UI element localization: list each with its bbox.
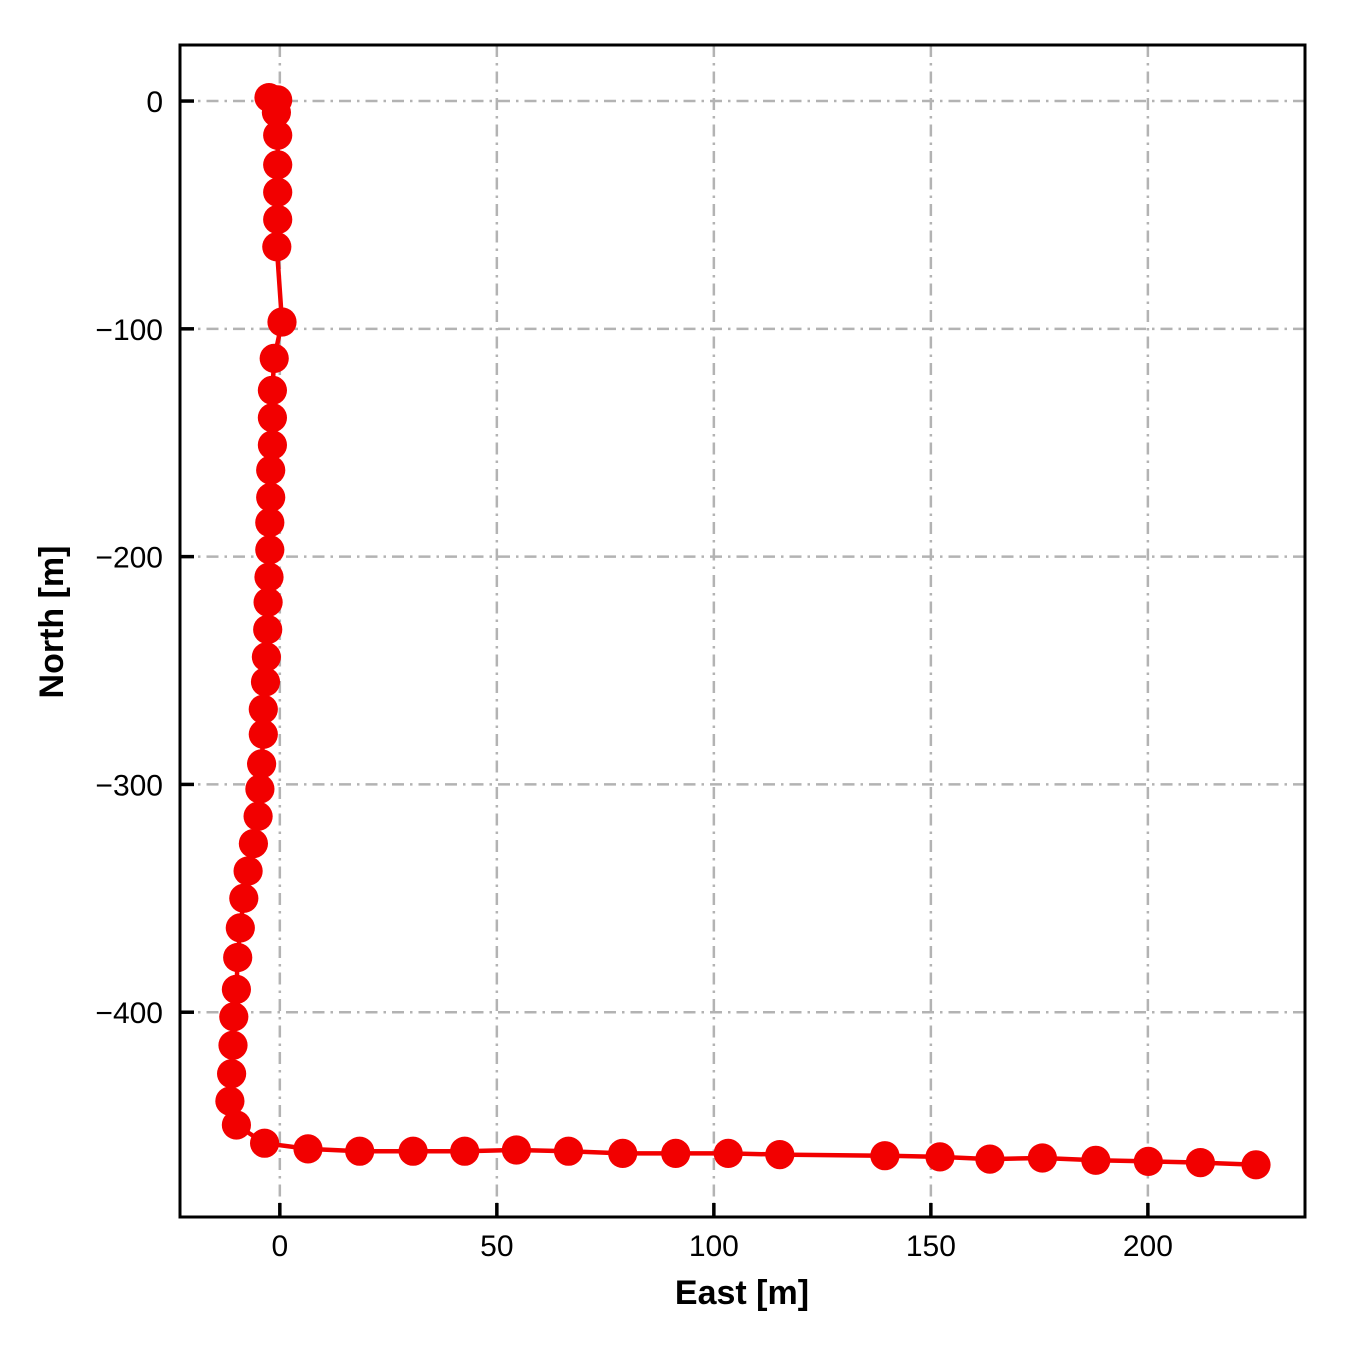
x-tick-label: 0: [271, 1230, 288, 1263]
data-point: [553, 1136, 584, 1166]
y-tick-label: −100: [95, 314, 163, 347]
data-point: [1133, 1146, 1163, 1176]
data-point: [247, 749, 277, 779]
data-point: [215, 1086, 245, 1116]
data-point: [450, 1136, 480, 1166]
data-point: [250, 1128, 280, 1158]
gridlines: [180, 45, 1305, 1217]
data-point: [1027, 1143, 1057, 1173]
x-tick-label: 100: [689, 1230, 739, 1263]
data-point: [254, 562, 284, 592]
x-tick-label: 200: [1123, 1230, 1173, 1263]
data-point: [248, 719, 278, 749]
plot-border: [178, 43, 1307, 1219]
data-point: [501, 1135, 531, 1165]
data-point: [608, 1138, 638, 1168]
data-point: [251, 642, 281, 672]
data-point: [233, 856, 263, 886]
data-point: [217, 1059, 247, 1089]
data-point: [229, 883, 259, 913]
data-point: [1241, 1150, 1271, 1180]
data-point: [238, 829, 268, 859]
data-point: [250, 667, 281, 697]
data-point: [245, 774, 275, 804]
x-axis-label: East [m]: [675, 1274, 809, 1312]
data-point: [253, 587, 283, 617]
y-axis-label: North [m]: [33, 546, 71, 699]
data-point: [262, 232, 292, 262]
data-point: [263, 177, 293, 207]
tick-labels: 0 50 100 150 200 0 −100 −200 −300 −400: [95, 86, 1172, 1263]
data-point: [257, 430, 287, 460]
data-point: [221, 974, 251, 1005]
data-point: [925, 1142, 955, 1172]
data-point: [267, 307, 297, 337]
x-tick-label: 150: [906, 1230, 956, 1263]
data-point: [263, 120, 293, 150]
data-point: [345, 1136, 375, 1166]
data-point: [218, 1030, 248, 1060]
data-point: [253, 614, 283, 645]
data-point: [263, 204, 293, 235]
data-point: [219, 1002, 249, 1032]
data-point: [713, 1138, 743, 1168]
axis-ticks: [180, 99, 1150, 1217]
data-point: [248, 694, 278, 724]
data-point: [256, 455, 286, 485]
data-point: [257, 375, 287, 405]
y-tick-label: −400: [95, 997, 163, 1030]
x-tick-label: 50: [480, 1230, 513, 1263]
data-point: [661, 1138, 691, 1168]
y-tick-label: 0: [146, 86, 163, 119]
data-point: [1185, 1148, 1215, 1178]
data-point: [225, 913, 255, 943]
data-point: [398, 1136, 428, 1166]
y-tick-label: −200: [95, 542, 163, 575]
data-point: [223, 942, 253, 973]
data-point: [293, 1134, 323, 1164]
data-point: [975, 1144, 1005, 1174]
data-point: [255, 535, 285, 565]
data-point: [765, 1140, 795, 1170]
data-point: [257, 403, 287, 433]
data-point: [259, 343, 289, 373]
data-point: [256, 482, 286, 512]
trajectory-line: [227, 95, 1259, 1168]
data-point: [243, 801, 273, 831]
y-tick-label: −300: [95, 769, 163, 802]
data-point: [255, 507, 285, 538]
plot-spines: [178, 43, 1307, 1219]
trajectory-series: [215, 83, 1271, 1180]
data-point: [870, 1141, 900, 1171]
data-point: [221, 1110, 251, 1140]
data-point: [261, 97, 291, 127]
data-point: [1081, 1145, 1111, 1175]
data-point: [263, 150, 293, 180]
